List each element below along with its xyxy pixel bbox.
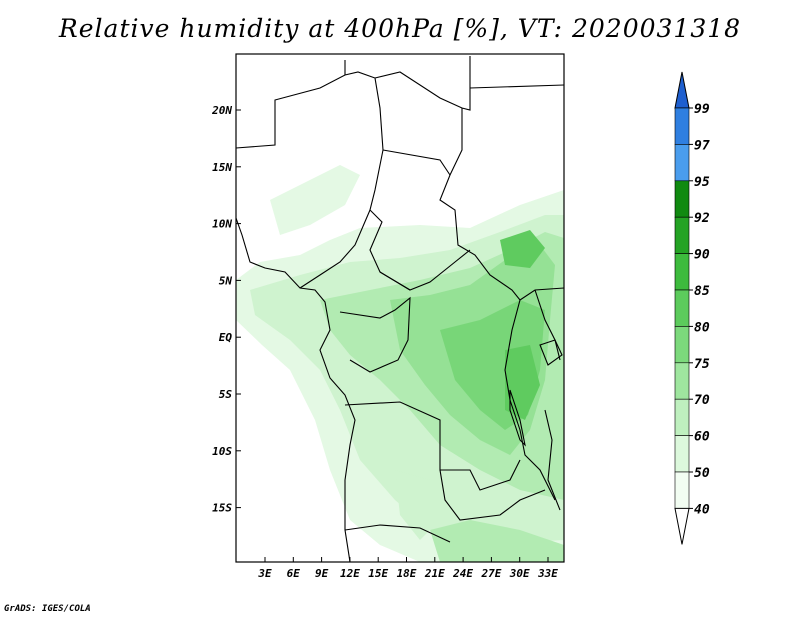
humidity-shade-sw — [395, 470, 440, 540]
colorbar-segment — [674, 107, 690, 145]
colorbar-label: 90 — [694, 248, 710, 263]
border-car — [379, 249, 471, 291]
lon-label: 12E — [340, 567, 360, 580]
colorbar-label: 75 — [694, 357, 710, 372]
lake-victoria — [539, 339, 563, 366]
coastline-west — [236, 217, 356, 562]
lat-label: EQ — [219, 331, 233, 344]
latitude-axis: 20N 15N 10N 5N EQ 5S 10S 15S — [211, 104, 241, 515]
map-frame — [235, 53, 565, 563]
border-zambia — [439, 469, 546, 521]
chart-title: Relative humidity at 400hPa [%], VT: 202… — [58, 14, 742, 43]
colorbar-label: 99 — [694, 102, 710, 117]
border-north-1 — [236, 71, 411, 291]
grads-credit: GrADS: IGES/COLA — [4, 604, 91, 614]
lon-label: 30E — [509, 567, 530, 580]
lon-label: 33E — [537, 567, 558, 580]
colorbar-segment — [674, 216, 690, 254]
colorbar-segment — [674, 144, 690, 182]
border-drc-east — [504, 299, 556, 501]
border-chad — [382, 149, 451, 176]
lon-label: 15E — [368, 567, 388, 580]
humidity-shade-southeast — [430, 520, 564, 562]
colorbar-label: 70 — [694, 393, 710, 408]
border-sudan — [469, 84, 564, 89]
border-congo — [339, 296, 411, 373]
colorbar-label: 50 — [694, 466, 710, 481]
colorbar: 99 97 95 92 90 85 80 75 70 60 50 40 — [674, 71, 710, 545]
border-drc-south — [344, 401, 521, 491]
colorbar-segment — [674, 289, 690, 327]
colorbar-segment — [674, 326, 690, 364]
lon-label: 21E — [424, 567, 445, 580]
colorbar-label: 97 — [694, 138, 710, 153]
lat-label: 5N — [219, 274, 233, 287]
colorbar-label: 95 — [694, 175, 710, 190]
humidity-shade-40b — [270, 165, 360, 235]
colorbar-top-arrow — [674, 71, 690, 109]
border-east — [534, 289, 561, 511]
colorbar-segment — [674, 362, 690, 400]
longitude-axis: 3E 6E 9E 12E 15E 18E 21E 24E 27E 30E 33E — [257, 557, 558, 580]
lon-label: 9E — [315, 567, 329, 580]
humidity-field — [236, 165, 564, 562]
colorbar-bottom-arrow — [674, 507, 690, 545]
lat-label: 10S — [212, 445, 232, 458]
lon-label: 3E — [257, 567, 272, 580]
border-north-3 — [439, 108, 564, 301]
colorbar-segment — [674, 180, 690, 218]
colorbar-label: 60 — [694, 430, 710, 445]
lon-label: 18E — [397, 567, 417, 580]
colorbar-label: 85 — [694, 284, 710, 299]
lat-label: 5S — [219, 388, 233, 401]
colorbar-segment — [674, 253, 690, 291]
border-angola-south — [344, 524, 451, 543]
lat-label: 20N — [211, 104, 232, 117]
lat-label: 15N — [212, 161, 232, 174]
lat-label: 10N — [212, 218, 232, 231]
lat-label: 15S — [212, 502, 232, 515]
border-north-2 — [344, 56, 471, 111]
lon-label: 27E — [480, 567, 501, 580]
colorbar-segment — [674, 398, 690, 436]
colorbar-label: 40 — [694, 502, 710, 517]
lon-label: 24E — [452, 567, 473, 580]
colorbar-label: 92 — [694, 211, 710, 226]
humidity-shade-80 — [500, 230, 545, 268]
colorbar-segment — [674, 435, 690, 473]
country-borders — [236, 56, 564, 562]
lake-tanganyika — [509, 389, 526, 447]
colorbar-label: 80 — [694, 320, 710, 335]
lon-label: 6E — [287, 567, 301, 580]
border-cameroon — [299, 209, 371, 289]
colorbar-segment — [674, 471, 690, 509]
